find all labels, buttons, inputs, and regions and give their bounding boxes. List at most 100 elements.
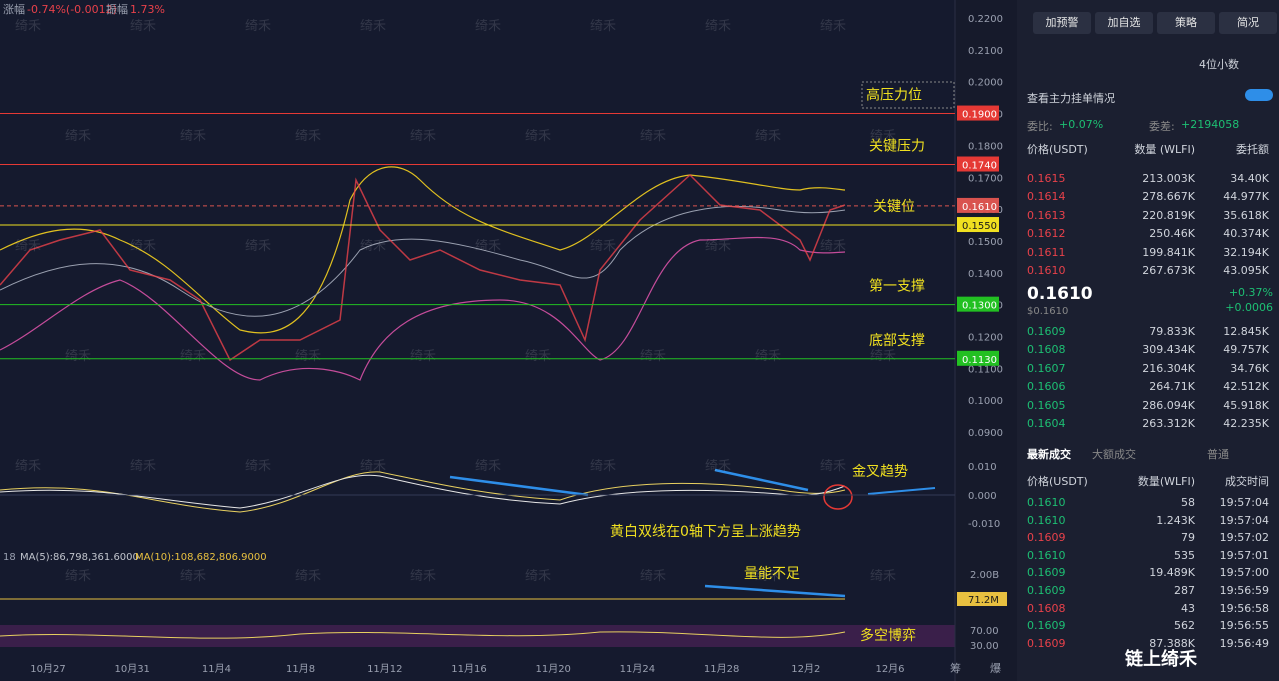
date-label: 12月2 — [791, 663, 820, 675]
last-usd: $0.1610 — [1027, 306, 1069, 317]
cell: 562 — [1174, 619, 1195, 633]
rsi-axis: 70.00 — [970, 626, 999, 637]
book-row: 0.1605 286.094K 45.918K — [1025, 397, 1275, 415]
date-label: 10月31 — [114, 663, 149, 675]
cell: 278.667K — [1142, 190, 1195, 204]
watermark: 绮禾 — [705, 239, 731, 254]
cell: 0.1615 — [1027, 172, 1066, 185]
watermark: 绮禾 — [590, 19, 616, 34]
watermark: 绮禾 — [360, 239, 386, 254]
rsi-axis: 30.00 — [970, 641, 999, 652]
date-label: 11月24 — [620, 663, 655, 675]
watermark: 绮禾 — [295, 349, 321, 364]
watermark: 绮禾 — [180, 569, 206, 584]
book-row: 0.1614 278.667K 44.977K — [1025, 188, 1275, 206]
watermark: 绮禾 — [295, 569, 321, 584]
price-label: 0.1200 — [968, 333, 1003, 344]
toggle[interactable] — [1245, 89, 1273, 101]
watermark: 绮禾 — [755, 349, 781, 364]
watermark: 绮禾 — [360, 19, 386, 34]
cell: 19:56:49 — [1219, 636, 1269, 650]
cell: 19:56:55 — [1219, 619, 1269, 633]
watermark: 绮禾 — [295, 129, 321, 144]
cell: 35.618K — [1223, 208, 1269, 222]
watermark: 绮禾 — [590, 239, 616, 254]
watermark: 绮禾 — [820, 19, 846, 34]
watermark: 绮禾 — [15, 19, 41, 34]
corner: 爆 — [990, 661, 1001, 675]
level-tag: 0.1300 — [962, 301, 997, 312]
price-label: 0.2000 — [968, 78, 1003, 89]
cell: 309.434K — [1142, 343, 1195, 357]
cell: 44.977K — [1223, 190, 1269, 204]
trade-row: 0.1610 535 19:57:01 — [1025, 547, 1275, 565]
price-label: 0.1100 — [968, 364, 1003, 375]
price-label: 0.1400 — [968, 269, 1003, 280]
watermark: 绮禾 — [640, 569, 666, 584]
ratio-label: 委比: — [1027, 120, 1053, 133]
watermark: 绮禾 — [820, 239, 846, 254]
diff: +2194058 — [1181, 118, 1240, 131]
price-label: 0.2100 — [968, 46, 1003, 57]
diff-label: 委差: — [1149, 120, 1175, 133]
button[interactable]: 加预警 — [1033, 12, 1091, 34]
trade-row: 0.1609 562 19:56:55 — [1025, 617, 1275, 635]
button[interactable]: 策略 — [1157, 12, 1215, 34]
cell: 0.1607 — [1027, 361, 1066, 375]
level-note: 关键压力 — [869, 139, 925, 155]
book-row: 0.1604 263.312K 42.235K — [1025, 415, 1275, 433]
chart: 涨幅 -0.74%(-0.0012) 振幅 1.73% 18 MA(5):86,… — [0, 0, 1007, 681]
level-tag: 0.1130 — [962, 355, 997, 366]
button[interactable]: 简况 — [1219, 12, 1277, 34]
watermark: 绮禾 — [15, 459, 41, 474]
watermark: 绮禾 — [475, 459, 501, 474]
level-note: 高压力位 — [866, 87, 922, 104]
vol-ma10: MA(10):108,682,806.9000 — [135, 552, 267, 563]
cell: 42.235K — [1223, 417, 1269, 430]
cell: 0.1613 — [1027, 208, 1066, 222]
rsi-note: 多空博弈 — [860, 627, 916, 644]
watermark: 绮禾 — [525, 129, 551, 144]
tab[interactable]: 普通 — [1207, 448, 1229, 461]
watermark: 绮禾 — [245, 239, 271, 254]
watermark: 绮禾 — [525, 569, 551, 584]
level-tag-bg — [957, 217, 999, 233]
header-cell: 成交时间 — [1225, 475, 1269, 488]
cell: 0.1614 — [1027, 190, 1066, 204]
button[interactable]: 加自选 — [1095, 12, 1153, 34]
date-label: 11月20 — [535, 663, 570, 675]
cell: 287 — [1174, 584, 1195, 597]
price-label: 0.1500 — [968, 237, 1003, 248]
watermark: 绮禾 — [360, 459, 386, 474]
table-header: 价格(USDT) 数量(WLFI) 成交时间 — [1025, 473, 1275, 491]
rsi-band — [0, 625, 955, 647]
cell: 43.095K — [1223, 264, 1269, 277]
watermark: 绮禾 — [65, 129, 91, 144]
header-cell: 数量(WLFI) — [1137, 475, 1195, 488]
watermark: 绮禾 — [65, 569, 91, 584]
header-cell: 价格(USDT) — [1027, 143, 1088, 156]
cell: 0.1604 — [1027, 417, 1066, 430]
tab[interactable]: 最新成交 — [1027, 448, 1071, 461]
cell: 0.1612 — [1027, 227, 1066, 241]
header-cell: 价格(USDT) — [1027, 475, 1088, 488]
book-row: 0.1615 213.003K 34.40K — [1025, 170, 1275, 188]
pct: +0.37% — [1228, 286, 1273, 299]
date-label: 11月28 — [704, 663, 739, 675]
macd-note-cross: 金叉趋势 — [852, 464, 908, 480]
cell: 19:57:04 — [1219, 496, 1269, 509]
cell: 34.76K — [1230, 361, 1269, 375]
watermark: 绮禾 — [755, 569, 781, 584]
level-tag-bg — [957, 156, 999, 172]
amp-label: 振幅 — [106, 2, 128, 16]
date-label: 11月4 — [202, 663, 231, 675]
cell: 220.819K — [1142, 208, 1195, 222]
watermark: 绮禾 — [705, 19, 731, 34]
cell: 250.46K — [1149, 227, 1195, 241]
date-label: 11月16 — [451, 663, 486, 675]
tab[interactable]: 大额成交 — [1092, 448, 1136, 461]
date-label: 11月12 — [367, 663, 402, 675]
watermark: 绮禾 — [245, 459, 271, 474]
macd-dif — [0, 474, 846, 509]
cell: 19:57:00 — [1219, 566, 1269, 580]
